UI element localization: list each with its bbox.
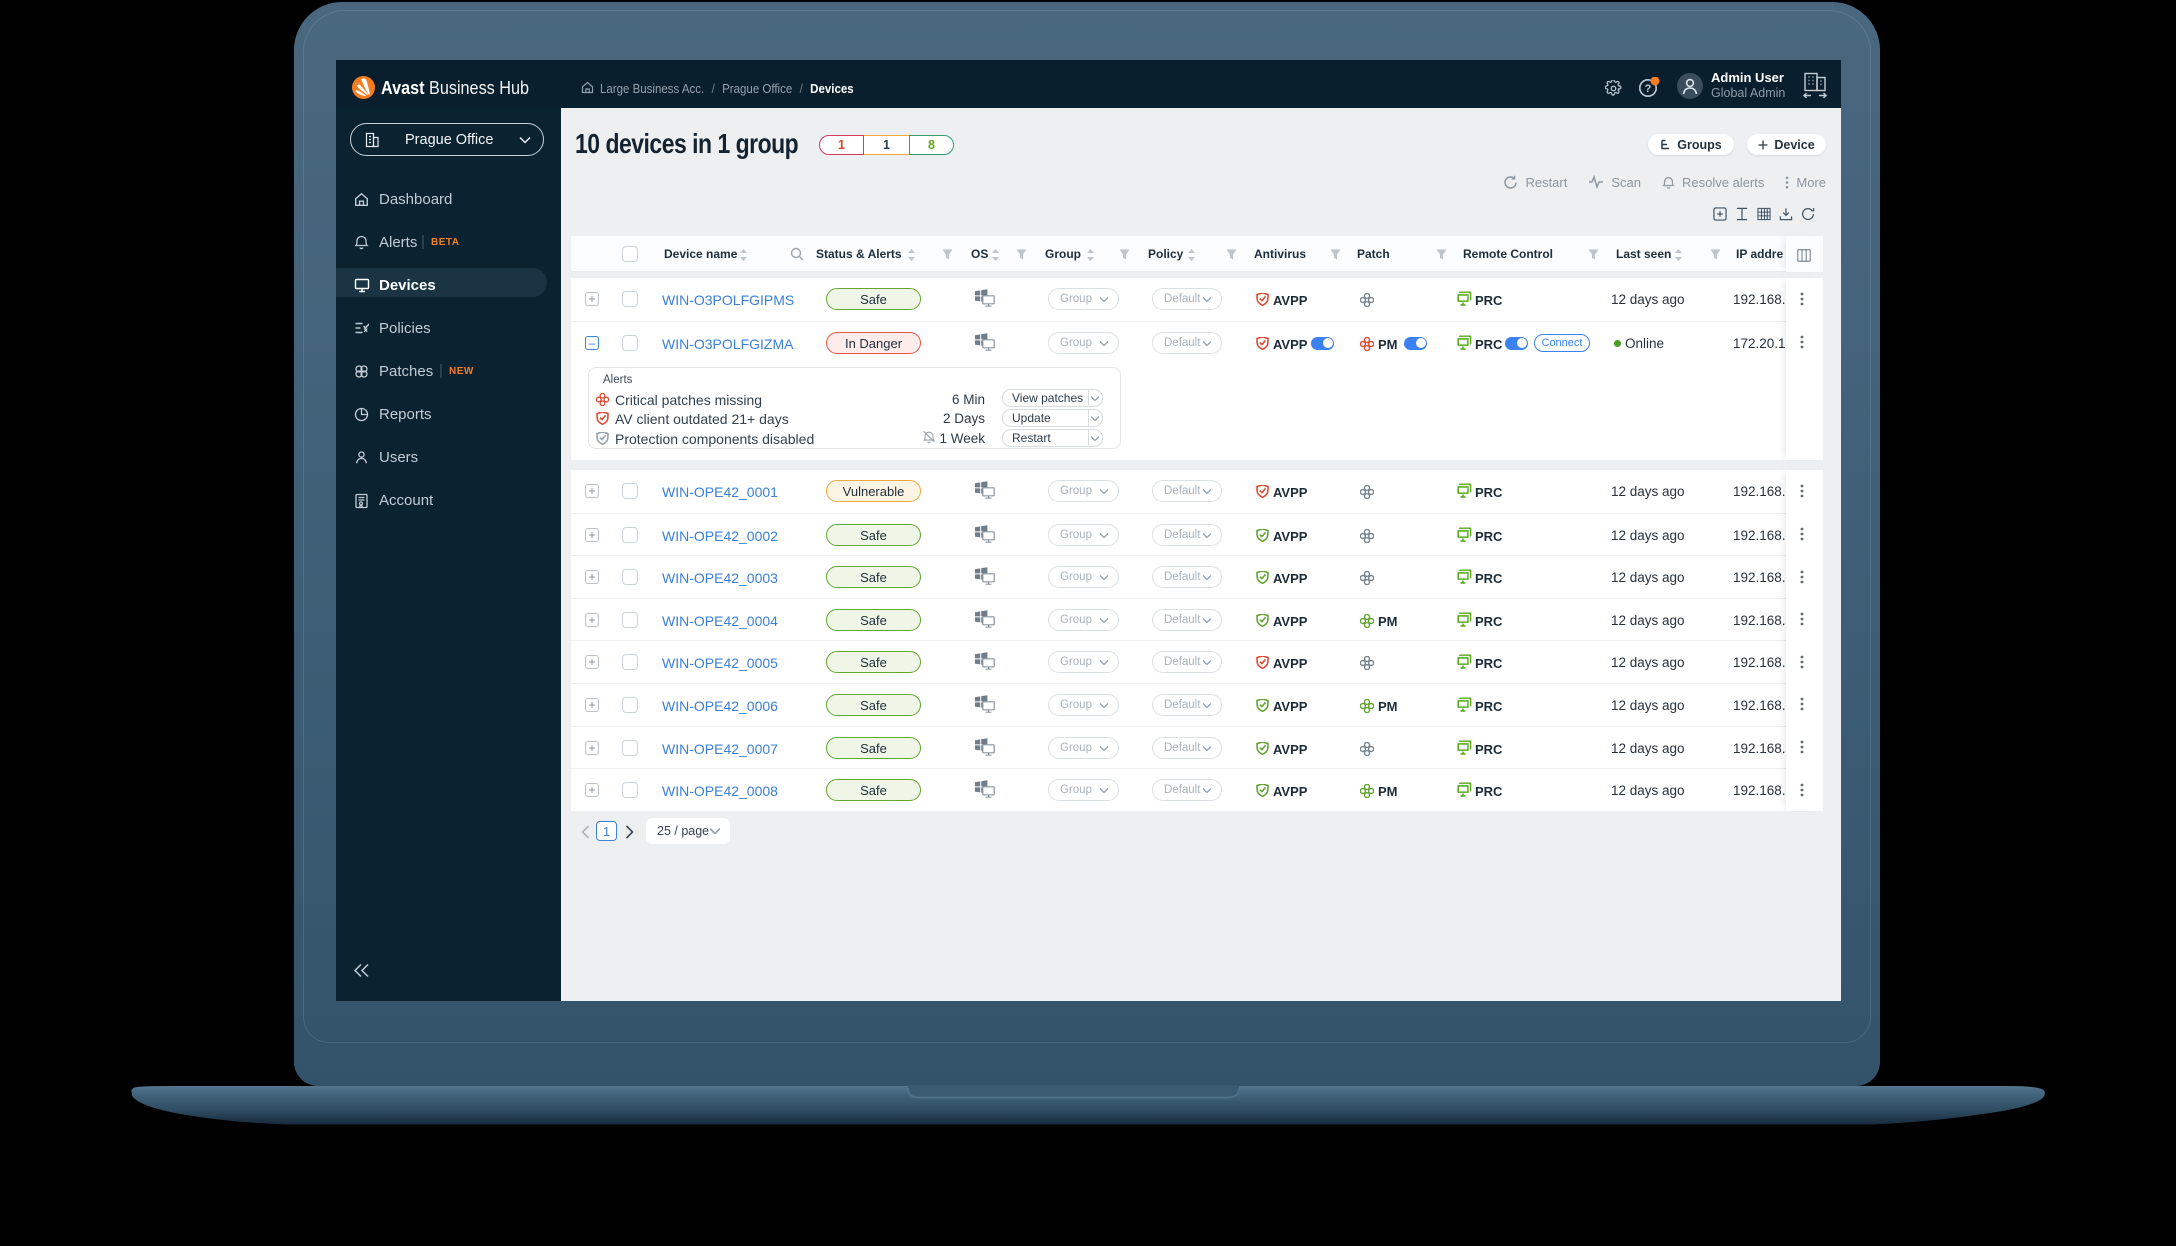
svg-text:?: ?	[1645, 83, 1652, 95]
